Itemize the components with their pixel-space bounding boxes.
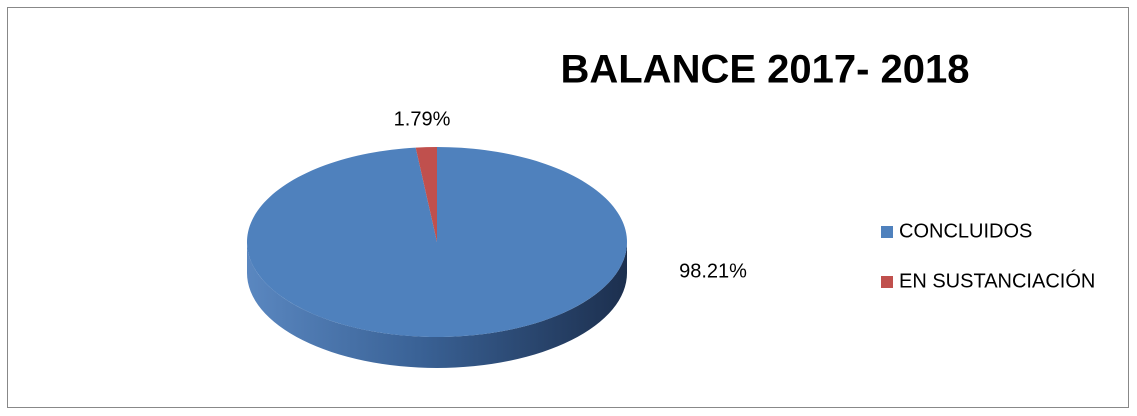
legend-swatch — [881, 226, 893, 238]
legend-swatch — [881, 276, 893, 288]
legend-label: CONCLUIDOS — [899, 220, 1032, 242]
data-label: 98.21% — [679, 260, 747, 282]
data-label: 1.79% — [394, 108, 451, 130]
pie-slice — [415, 147, 437, 242]
pie-slice — [246, 147, 627, 337]
pie-side — [247, 242, 627, 368]
chart-title: BALANCE 2017- 2018 — [560, 48, 969, 92]
legend-label: EN SUSTANCIACIÓN — [899, 269, 1095, 292]
